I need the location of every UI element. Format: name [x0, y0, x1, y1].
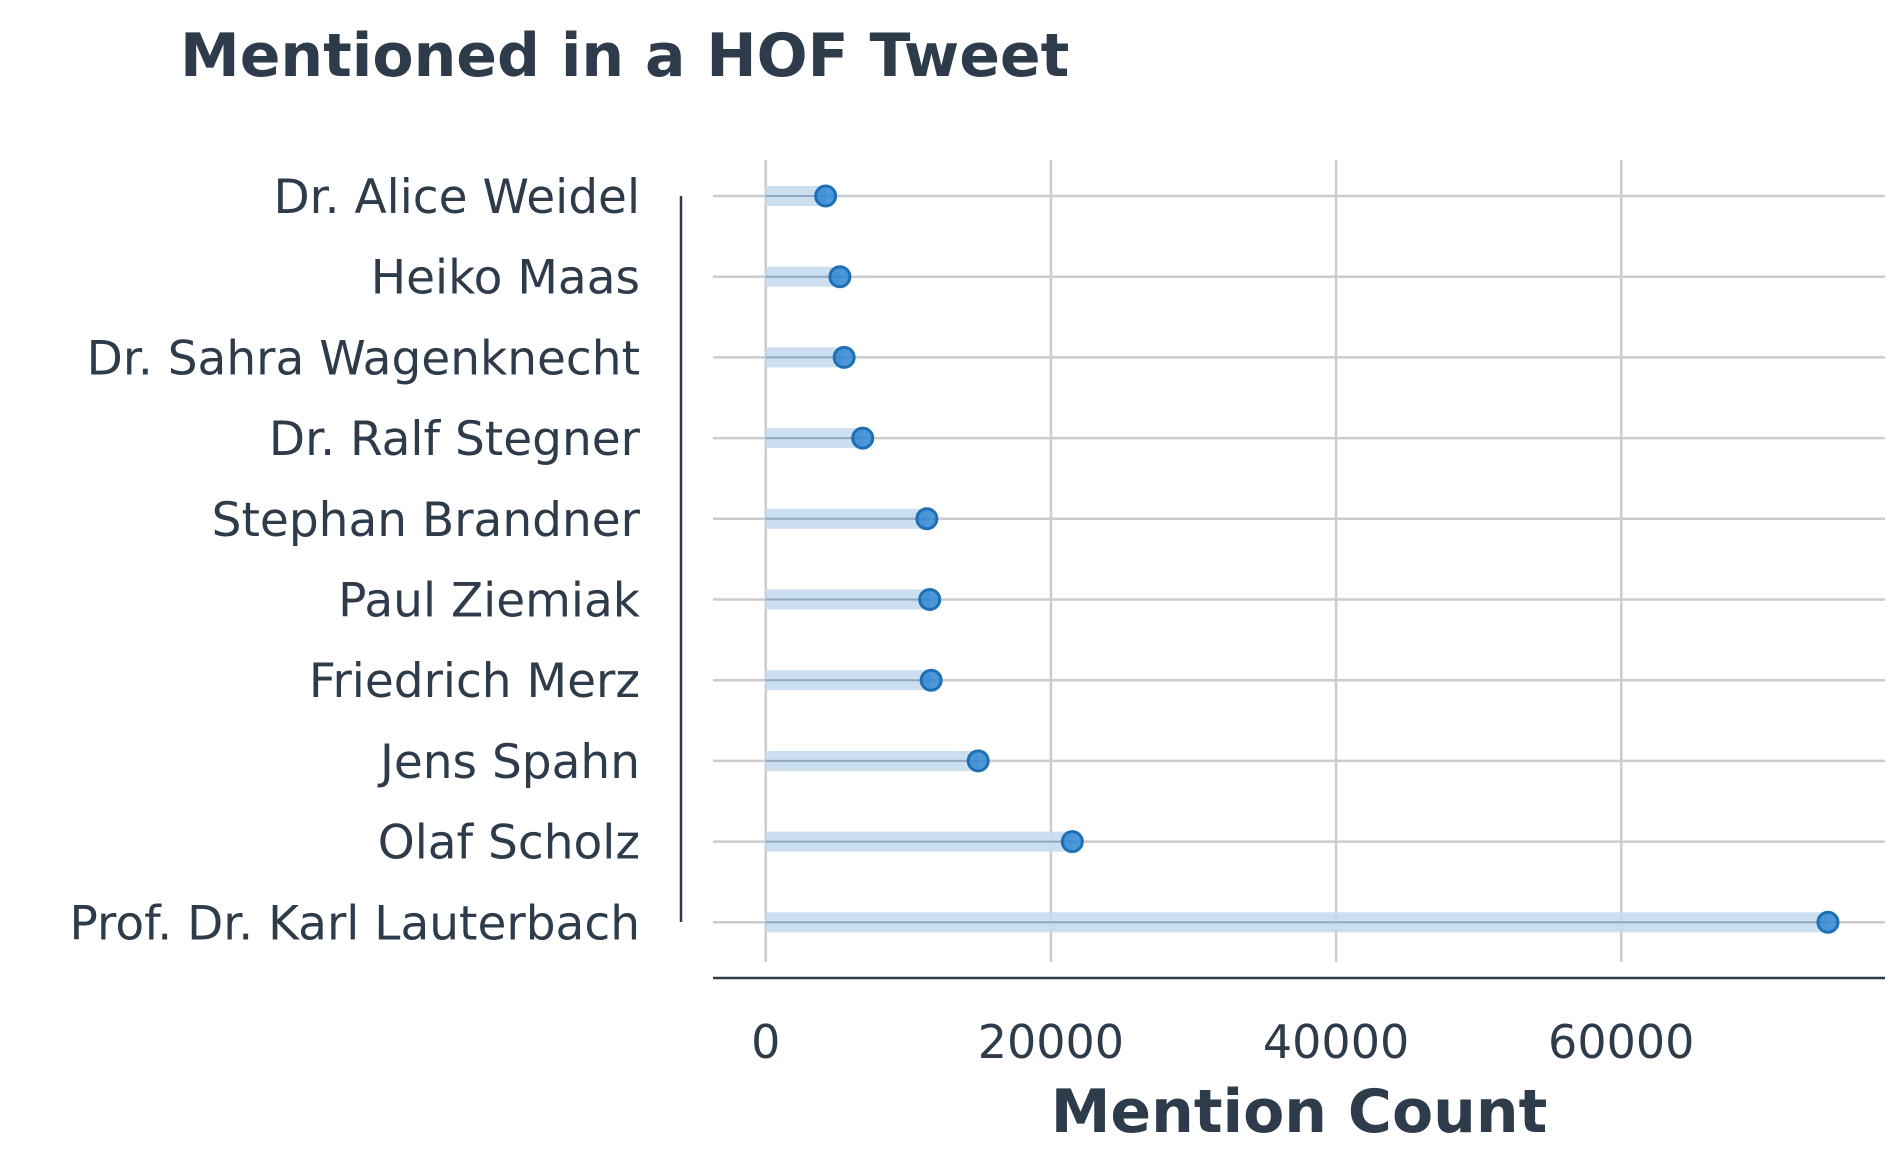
category-label: Heiko Maas [371, 251, 640, 306]
category-label: Paul Ziemiak [338, 574, 641, 629]
lollipop-point [828, 265, 852, 289]
category-label: Dr. Alice Weidel [273, 170, 640, 225]
lollipop-point [915, 507, 939, 531]
lollipop-stems [765, 186, 1828, 933]
lollipop-point [966, 749, 990, 773]
category-label: Dr. Sahra Wagenknecht [87, 331, 640, 386]
x-tick-label: 20000 [978, 1015, 1124, 1069]
category-label: Olaf Scholz [378, 816, 640, 871]
lollipop-point [814, 184, 838, 208]
lollipop-point [919, 668, 943, 692]
x-tick-label: 60000 [1548, 1015, 1694, 1069]
category-label: Stephan Brandner [212, 493, 641, 548]
lollipop-points [814, 184, 1840, 934]
category-label: Prof. Dr. Karl Lauterbach [70, 896, 640, 951]
lollipop-point [1060, 830, 1084, 854]
lollipop-point [832, 345, 856, 369]
y-category-labels: Dr. Alice Weidel Heiko Maas Dr. Sahra Wage… [70, 170, 641, 951]
chart-title: Mentioned in a HOF Tweet [180, 21, 1069, 91]
category-label: Friedrich Merz [309, 654, 640, 709]
lollipop-point [851, 426, 875, 450]
x-axis-label: Mention Count [1051, 1077, 1548, 1147]
x-tick-label: 0 [751, 1015, 780, 1069]
lollipop-point [918, 588, 942, 611]
x-tick-labels: 0 20000 40000 60000 [751, 1015, 1694, 1069]
axes [679, 196, 1885, 980]
x-tick-label: 40000 [1263, 1015, 1409, 1069]
category-label: Jens Spahn [377, 735, 640, 790]
category-label: Dr. Ralf Stegner [269, 412, 641, 467]
lollipop-point [1816, 910, 1840, 934]
